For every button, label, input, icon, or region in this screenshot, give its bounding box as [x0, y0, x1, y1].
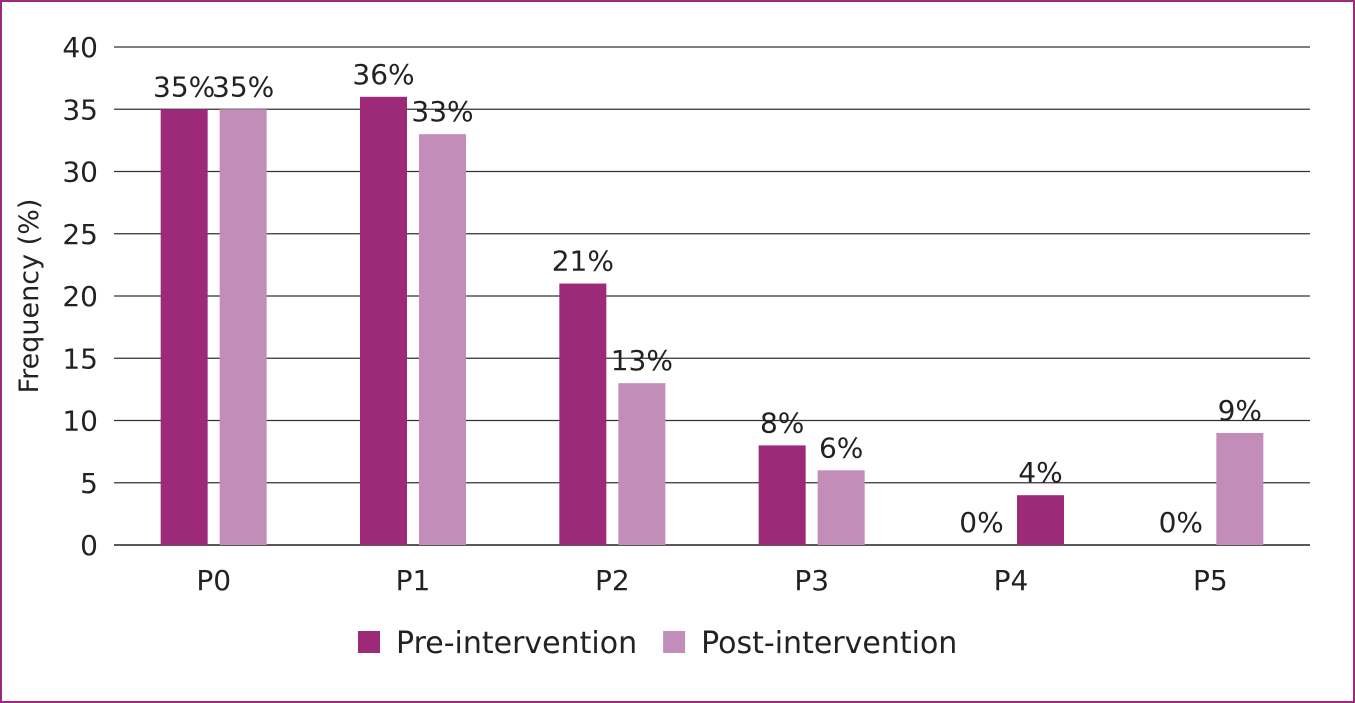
- y-tick-label: 30: [62, 156, 98, 189]
- x-tick-label: P2: [595, 564, 630, 597]
- data-label: 13%: [611, 344, 673, 377]
- data-label: 21%: [552, 245, 614, 278]
- bar-post-p4: [1017, 495, 1064, 545]
- bar-post-p5: [1216, 432, 1264, 545]
- data-label: 4%: [1018, 456, 1062, 489]
- x-tick-label: P4: [994, 564, 1029, 597]
- bar-post-p2: [618, 383, 666, 545]
- data-label: 6%: [819, 431, 863, 464]
- y-tick-label: 10: [62, 405, 98, 438]
- bar-post-p3: [817, 470, 865, 545]
- y-tick-label: 35: [62, 93, 98, 126]
- y-axis-title: Frequency (%): [14, 199, 45, 394]
- data-label: 33%: [411, 95, 473, 128]
- bar-pre-p2: [559, 283, 607, 545]
- data-label: 0%: [1159, 506, 1203, 539]
- y-tick-label: 15: [62, 342, 98, 375]
- bar-post-p0: [219, 109, 267, 545]
- y-tick-label: 20: [62, 280, 98, 313]
- x-tick-label: P5: [1193, 564, 1228, 597]
- data-label: 35%: [153, 70, 215, 103]
- bar-pre-p3: [758, 445, 806, 545]
- x-tick-label: P0: [196, 564, 231, 597]
- y-tick-label: 40: [62, 31, 98, 64]
- x-tick-label: P3: [794, 564, 829, 597]
- data-label: 9%: [1218, 394, 1262, 427]
- data-label: 8%: [760, 406, 804, 439]
- legend-swatch-pre: [358, 631, 380, 653]
- x-tick-label: P1: [396, 564, 431, 597]
- data-label: 36%: [352, 58, 414, 91]
- data-label: 35%: [212, 70, 274, 103]
- legend-label-pre: Pre-intervention: [396, 626, 637, 661]
- y-tick-label: 0: [80, 529, 98, 562]
- bar-post-p1: [419, 134, 466, 545]
- legend-label-post: Post-intervention: [701, 626, 957, 661]
- data-label: 0%: [959, 506, 1003, 539]
- bar-pre-p1: [360, 96, 407, 546]
- legend-swatch-post: [663, 631, 686, 653]
- y-tick-label: 5: [80, 467, 98, 500]
- y-tick-label: 25: [62, 218, 98, 251]
- bar-pre-p0: [160, 109, 208, 545]
